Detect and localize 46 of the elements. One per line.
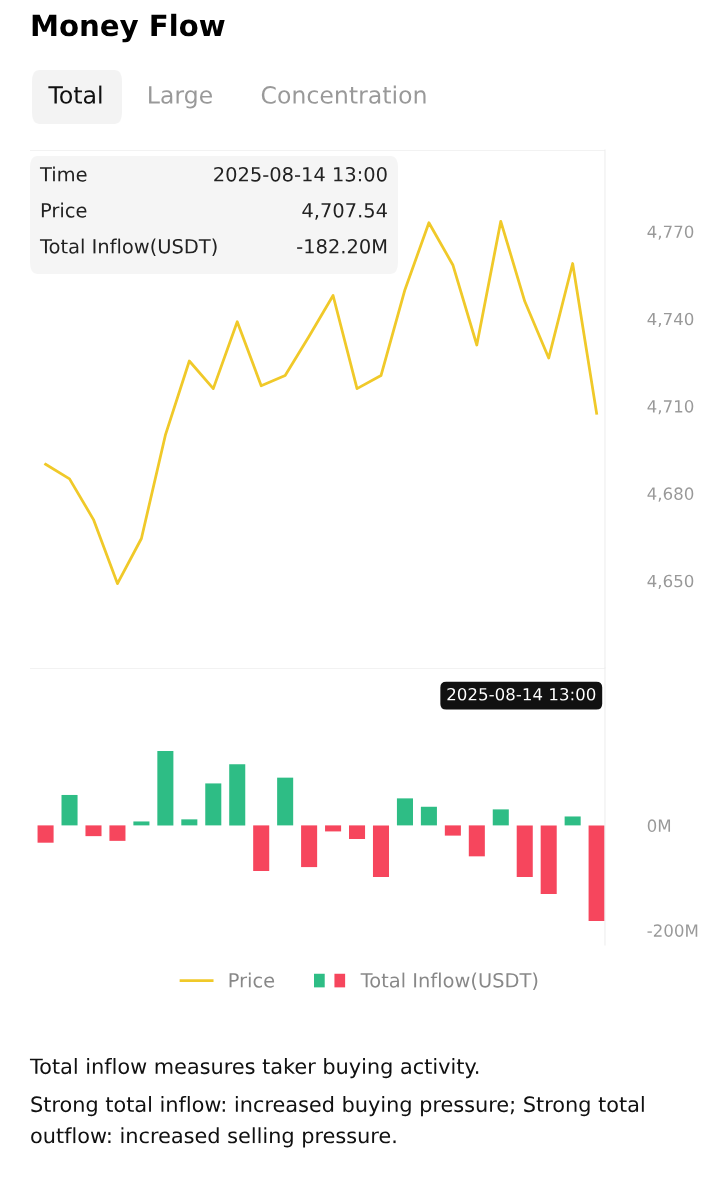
annotation: Total Inflow(USDT) xyxy=(39,238,217,256)
text: Strong total inflow: increased buying pressure; Strong total outflow: increased selling pressure. xyxy=(31,1096,644,1148)
bar xyxy=(229,764,246,826)
bar xyxy=(277,777,294,826)
bar xyxy=(301,825,318,868)
bar xyxy=(253,825,270,872)
annotation: 4,707.54 xyxy=(302,202,387,220)
chart-title: Money Flow xyxy=(32,13,225,43)
bar xyxy=(37,825,54,843)
bar xyxy=(61,794,78,826)
legend-label: Price xyxy=(229,972,275,988)
bar xyxy=(85,825,102,837)
bar xyxy=(564,816,581,826)
bar xyxy=(372,825,390,878)
annotation: Price xyxy=(41,202,87,218)
y-tick-label: -200M xyxy=(647,924,698,937)
bar xyxy=(133,821,150,826)
bar xyxy=(349,825,366,840)
bar xyxy=(325,825,342,832)
bar xyxy=(420,806,437,826)
bar xyxy=(157,750,174,826)
bar xyxy=(109,825,126,841)
bar xyxy=(588,825,605,921)
y-tick-label: 4,740 xyxy=(647,312,694,328)
bar xyxy=(205,783,222,826)
annotation: 2025-08-14 13:00 xyxy=(214,166,387,182)
text: Concentration xyxy=(261,85,426,104)
bar xyxy=(492,809,509,826)
bar xyxy=(444,825,461,836)
y-tick-label: 4,680 xyxy=(647,487,694,502)
bar xyxy=(181,819,198,826)
annotation: -182.20M xyxy=(297,238,387,254)
bar xyxy=(540,825,557,895)
bar xyxy=(516,825,533,878)
y-tick-label: 0M xyxy=(647,819,671,832)
bar xyxy=(468,825,485,857)
y-tick-label: 4,770 xyxy=(647,225,694,240)
annotation: 2025-08-14 13:00 xyxy=(447,687,596,701)
y-tick-label: 4,710 xyxy=(647,400,694,415)
text: Total xyxy=(48,85,102,104)
legend-label: Total Inflow(USDT) xyxy=(360,972,538,990)
text: Large xyxy=(149,86,212,109)
y-tick-label: 4,650 xyxy=(647,574,694,589)
text: Total inflow measures taker buying activity. xyxy=(29,1058,479,1079)
annotation: Time xyxy=(39,166,87,182)
bar xyxy=(396,798,413,826)
